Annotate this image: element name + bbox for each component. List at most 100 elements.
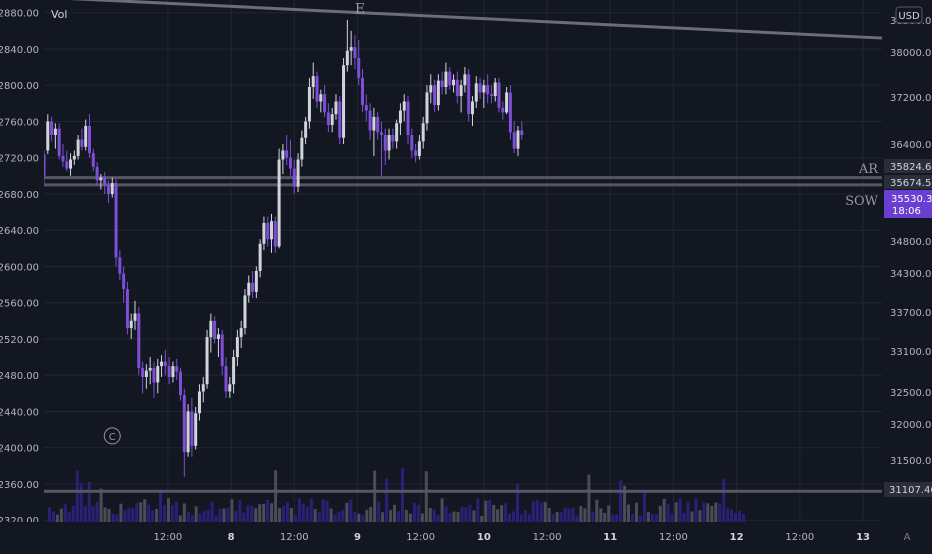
volume-bar — [401, 468, 404, 522]
volume-bar — [278, 508, 281, 522]
volume-bar — [539, 502, 543, 522]
volume-bar — [333, 514, 337, 522]
trend-line[interactable] — [44, 0, 883, 40]
volume-bar — [408, 513, 412, 522]
label-sow: SOW — [845, 194, 879, 209]
time-axis[interactable]: 12:00 8 12:00 9 12:00 10 12:00 11 12:00 12 12:00 13… — [0, 522, 932, 550]
candle-body — [410, 135, 414, 151]
candle-body — [247, 282, 251, 296]
candle-body — [46, 121, 50, 151]
volume-bar — [48, 507, 51, 522]
volume-bar — [559, 512, 563, 522]
candle-body — [190, 411, 194, 446]
volume-bar — [404, 510, 408, 522]
volume-bar — [587, 474, 591, 522]
right-axis-tick: 36400.00 — [890, 140, 932, 151]
candle-body — [216, 334, 220, 339]
volume-bar — [71, 505, 75, 522]
volume-bar — [484, 500, 488, 522]
candle-body — [201, 384, 205, 392]
right-axis-tick: 35824.69 — [890, 162, 932, 173]
volume-bar — [83, 506, 87, 522]
volume-bar — [230, 499, 234, 522]
candle-body — [470, 101, 474, 115]
volume-bar — [619, 480, 623, 522]
candle-body — [452, 79, 456, 86]
volume-bar — [468, 504, 472, 522]
volume-bar — [464, 507, 468, 522]
volume-bar — [492, 504, 496, 522]
corner-a-label[interactable]: A — [904, 532, 911, 543]
candle-body — [353, 47, 357, 58]
right-price-axis[interactable]: 38500.0038000.0037200.0036400.0035824.69… — [845, 0, 932, 550]
right-axis-tick: 37200.00 — [890, 93, 932, 104]
volume-bar — [734, 513, 738, 522]
candle-body — [110, 183, 114, 194]
candle-body — [133, 313, 137, 321]
volume-bar — [686, 501, 690, 522]
volume-bar — [452, 511, 456, 522]
x-axis-tick: 12:00 — [406, 532, 435, 543]
candle-body — [228, 384, 232, 392]
volume-bar — [508, 513, 511, 522]
volume-bar — [658, 505, 662, 522]
volume-bar — [369, 507, 373, 522]
left-axis-tick: 2400.00 — [0, 444, 39, 455]
volume-bar — [381, 512, 385, 522]
volume-bar — [623, 485, 627, 522]
volume-bar — [523, 510, 527, 522]
candle-body — [50, 121, 54, 136]
volume-bar — [246, 505, 250, 522]
volume-bar — [496, 509, 500, 522]
right-axis-tick: 31500.00 — [890, 456, 932, 467]
candle-body — [455, 79, 459, 97]
volume-bar — [373, 470, 377, 522]
volume-bar — [178, 515, 182, 522]
candle-body — [239, 328, 243, 338]
volume-bar — [52, 511, 55, 522]
candle-body — [182, 395, 186, 453]
volume-bar — [289, 508, 293, 522]
volume-bar — [611, 514, 615, 522]
volume-bar — [456, 512, 460, 522]
candle-body — [398, 110, 402, 124]
volume-bar — [690, 511, 694, 522]
x-axis-tick: 12:00 — [659, 532, 688, 543]
currency-label: USD — [898, 11, 920, 22]
candle-body — [84, 125, 88, 147]
candle-body — [65, 161, 69, 169]
volume-bar — [270, 503, 274, 522]
right-axis-tick: 33100.00 — [890, 347, 932, 358]
left-price-axis[interactable]: 2880.00 2840.00 2800.00 2760.00 2720.00 2680.… — [0, 0, 44, 550]
volume-bar — [99, 488, 103, 522]
left-axis-tick: 2480.00 — [0, 371, 39, 382]
right-axis-bg — [884, 0, 932, 550]
trend-line-group[interactable] — [44, 0, 883, 40]
volume-bar — [91, 506, 95, 522]
candle-body — [307, 87, 311, 122]
candle-body — [103, 177, 107, 185]
candle-body — [493, 82, 497, 97]
candle-body — [213, 320, 217, 339]
volume-bar — [460, 507, 464, 522]
volume-bar — [440, 498, 444, 522]
volume-bar — [428, 508, 432, 522]
volume-bar — [504, 503, 508, 522]
volume-bars — [48, 468, 745, 522]
candle-body — [171, 366, 175, 377]
volume-bar — [63, 504, 67, 522]
currency-badge[interactable] — [895, 6, 923, 24]
volume-bar — [365, 509, 369, 522]
candle-body — [440, 80, 444, 87]
volume-bar — [234, 511, 238, 522]
candle-body — [292, 168, 296, 187]
x-axis-tick: 10 — [477, 532, 491, 543]
candle-body — [91, 153, 95, 167]
candle-body — [99, 177, 103, 181]
candle-body — [376, 116, 380, 133]
volume-bar — [361, 515, 365, 522]
volume-bar — [301, 503, 305, 522]
candle-body — [61, 155, 65, 162]
